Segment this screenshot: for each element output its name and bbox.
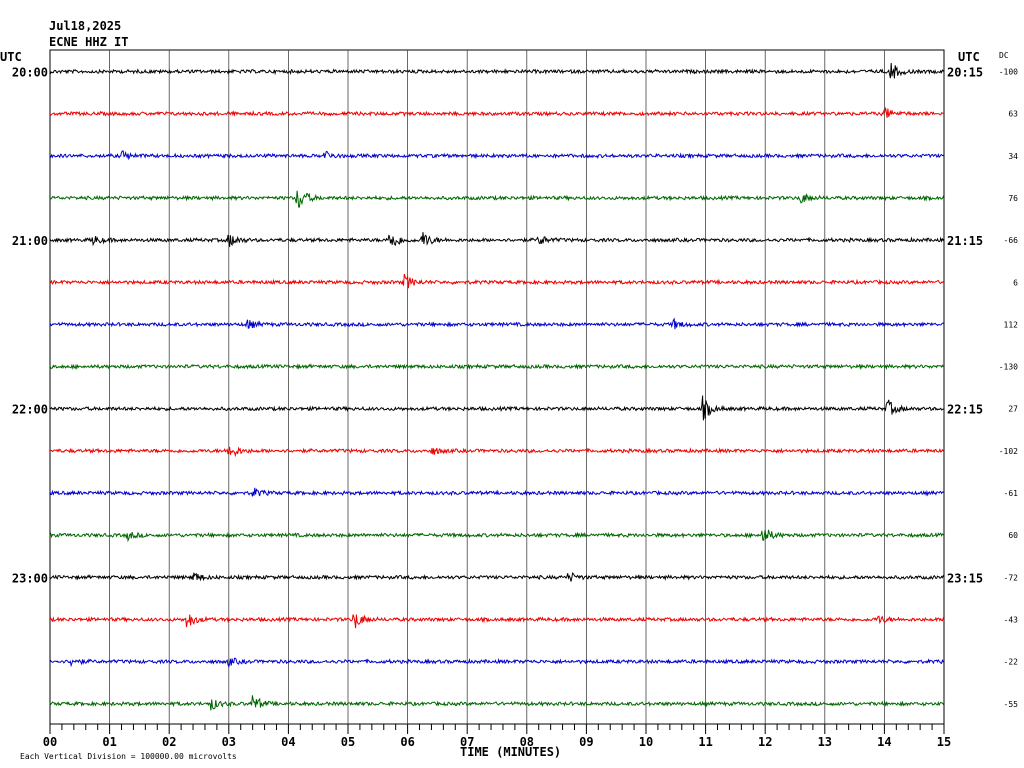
x-tick-label: 12 xyxy=(758,735,772,749)
dc-offset-value: 60 xyxy=(1008,531,1018,540)
x-tick-label: 03 xyxy=(222,735,236,749)
row-end-time: 22:15 xyxy=(947,403,983,417)
row-start-time: 23:00 xyxy=(12,571,48,585)
seismic-trace xyxy=(49,232,945,247)
x-tick-label: 13 xyxy=(818,735,832,749)
seismic-trace xyxy=(49,273,945,289)
seismic-trace xyxy=(49,363,945,371)
seismic-trace xyxy=(49,695,945,711)
dc-offset-value: -130 xyxy=(999,363,1018,372)
row-end-time: 21:15 xyxy=(947,234,983,248)
row-start-time: 21:00 xyxy=(12,234,48,248)
dc-offset-value: -43 xyxy=(1004,615,1019,624)
dc-offset-value: -100 xyxy=(999,68,1018,77)
dc-offset-value: -55 xyxy=(1004,700,1019,709)
dc-offset-value: 112 xyxy=(1004,320,1019,329)
dc-offset-value: -72 xyxy=(1004,573,1019,582)
utc-left-label: UTC xyxy=(0,50,22,64)
seismic-trace xyxy=(49,190,945,208)
dc-offset-value: -102 xyxy=(999,447,1018,456)
x-tick-label: 09 xyxy=(579,735,593,749)
seismic-trace xyxy=(49,487,945,497)
row-end-time: 20:15 xyxy=(947,66,983,80)
row-start-time: 20:00 xyxy=(12,66,48,80)
seismic-trace xyxy=(49,107,944,118)
x-tick-label: 01 xyxy=(102,735,116,749)
utc-right-label: UTC xyxy=(958,50,980,64)
x-tick-label: 14 xyxy=(877,735,891,749)
x-tick-label: 05 xyxy=(341,735,355,749)
dc-offset-value: -61 xyxy=(1004,489,1019,498)
scale-note: Each Vertical Division = 100000.00 micro… xyxy=(20,752,237,761)
seismic-trace xyxy=(49,529,945,543)
seismic-trace xyxy=(49,395,945,421)
seismic-trace xyxy=(49,614,945,629)
dc-offset-value: 6 xyxy=(1013,278,1018,287)
seismic-trace xyxy=(49,62,945,79)
row-start-time: 22:00 xyxy=(12,403,48,417)
dc-offset-value: -22 xyxy=(1004,658,1019,667)
x-tick-label: 15 xyxy=(937,735,951,749)
seismic-trace xyxy=(49,657,945,668)
dc-offset-value: 63 xyxy=(1008,110,1018,119)
x-axis-title: TIME (MINUTES) xyxy=(460,745,562,759)
dc-label: DC xyxy=(999,51,1009,60)
station-label: ECNE HHZ IT xyxy=(49,35,129,49)
row-end-time: 23:15 xyxy=(947,571,983,585)
seismic-trace xyxy=(49,150,945,161)
seismic-trace xyxy=(49,317,945,330)
x-tick-label: 07 xyxy=(460,735,474,749)
dc-offset-value: -66 xyxy=(1004,236,1019,245)
x-tick-label: 02 xyxy=(162,735,176,749)
x-tick-label: 06 xyxy=(400,735,414,749)
date-label: Jul18,2025 xyxy=(49,19,122,33)
seismic-trace xyxy=(49,446,945,458)
x-tick-label: 10 xyxy=(639,735,653,749)
dc-offset-value: 76 xyxy=(1008,194,1018,203)
x-tick-label: 00 xyxy=(43,735,57,749)
x-tick-label: 08 xyxy=(520,735,534,749)
plot-frame xyxy=(49,49,945,725)
dc-offset-value: 27 xyxy=(1008,405,1018,414)
dc-offset-value: 34 xyxy=(1008,152,1018,161)
seismic-trace xyxy=(49,572,945,582)
x-tick-label: 11 xyxy=(698,735,712,749)
x-tick-label: 04 xyxy=(281,735,295,749)
